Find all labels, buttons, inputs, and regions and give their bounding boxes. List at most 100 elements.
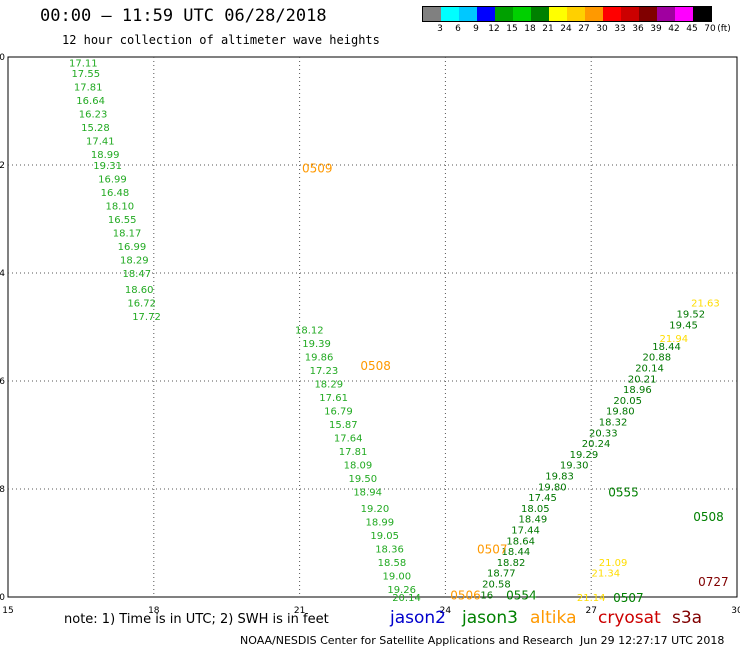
swh-value: 19.86 (305, 353, 334, 364)
swh-value: 18.96 (623, 385, 652, 396)
timestamp-text: Jun 29 12:27:17 UTC 2018 (580, 634, 725, 647)
sat-label-jason2: jason2 (390, 608, 446, 628)
legend-swatches (422, 6, 712, 22)
swh-value: 16.99 (98, 175, 127, 186)
swh-value: 20.58 (482, 580, 511, 591)
swh-value: 21.34 (591, 569, 620, 580)
swh-value: 19.52 (677, 310, 706, 321)
legend-label: 15 (506, 24, 518, 34)
sat-label-cryosat: cryosat (598, 608, 661, 628)
legend-label: 9 (473, 24, 479, 34)
swh-value: 21.94 (659, 334, 688, 345)
swh-value: 19.83 (545, 472, 574, 483)
legend-swatch (423, 7, 441, 21)
swh-value: 18.12 (295, 326, 324, 337)
swh-value: 15.87 (329, 420, 358, 431)
legend-label: 33 (614, 24, 626, 34)
x-tick-label: 30 (731, 606, 740, 616)
legend-label: 6 (455, 24, 461, 34)
swh-value: 17.55 (71, 69, 100, 80)
x-tick-label: 21 (294, 606, 305, 616)
swh-value: 16.99 (118, 242, 147, 253)
swh-value: 18.05 (521, 504, 550, 515)
swh-value: 16.64 (76, 96, 105, 107)
legend-swatch (441, 7, 459, 21)
legend-swatch (549, 7, 567, 21)
legend-labels: 3 6 9 12 15 18 21 24 27 30 33 36 39 42 45 70 (ft) (422, 22, 731, 36)
swh-value: 16.55 (108, 215, 137, 226)
sat-label-altika: altika (530, 608, 577, 628)
legend-swatch (621, 7, 639, 21)
swh-value: 18.09 (344, 461, 373, 472)
swh-value: 18.77 (487, 569, 516, 580)
legend-label: 24 (560, 24, 572, 34)
x-tick-label: 27 (585, 606, 596, 616)
swh-value: 18.47 (122, 269, 151, 280)
swh-value: 17.64 (334, 434, 363, 445)
swh-value: 19.26 (387, 585, 416, 596)
legend-swatch (657, 7, 675, 21)
swh-value: 17.81 (74, 83, 103, 94)
swh-value: 17.23 (310, 366, 339, 377)
legend-swatch (639, 7, 657, 21)
swh-value: 19.29 (570, 450, 599, 461)
swh-value: 18.10 (105, 202, 134, 213)
legend-swatch (585, 7, 603, 21)
swh-value: 17.11 (69, 58, 98, 69)
track-label: 0727 (698, 575, 729, 589)
sat-label-jason3: jason3 (462, 608, 518, 628)
legend-unit: (ft) (717, 24, 731, 34)
sat-label-s3a: s3a (672, 608, 703, 628)
legend-swatch (693, 7, 711, 21)
swh-value: 19.30 (560, 461, 589, 472)
legend-label: 3 (437, 24, 443, 34)
swh-value: 19.39 (302, 339, 331, 350)
legend-swatch (531, 7, 549, 21)
plot-frame (7, 56, 738, 598)
swh-value: 16.23 (79, 110, 108, 121)
y-tick-label: -40 (0, 53, 5, 63)
track-label: 0506 (450, 588, 481, 602)
swh-value: 18.64 (506, 536, 535, 547)
swh-value: 19.50 (348, 474, 377, 485)
swh-value: 19.31 (93, 161, 122, 172)
page-title: 00:00 – 11:59 UTC 06/28/2018 (40, 6, 327, 26)
swh-value: 18.17 (113, 229, 142, 240)
swh-value: 18.94 (353, 488, 382, 499)
swh-value: 17.61 (319, 393, 348, 404)
legend-label: 21 (542, 24, 554, 34)
swh-value: 19.80 (606, 407, 635, 418)
swh-value: 17.41 (86, 137, 115, 148)
swh-value: 16.79 (324, 407, 353, 418)
swh-value: 19.00 (382, 571, 411, 582)
swh-value: 19.45 (669, 320, 698, 331)
legend-label: 36 (632, 24, 644, 34)
swh-value: 18.29 (314, 380, 343, 391)
swh-value: 18.60 (125, 285, 154, 296)
legend-swatch (495, 7, 513, 21)
legend-label: 30 (596, 24, 608, 34)
y-tick-label: -42 (0, 161, 5, 171)
swh-value: 20.14 (635, 364, 664, 375)
swh-value: 17.45 (528, 493, 557, 504)
swh-value: 17.44 (511, 526, 540, 537)
legend-swatch (459, 7, 477, 21)
legend-label: 70 (704, 24, 716, 34)
swh-value: 16.48 (101, 188, 130, 199)
swh-value: 16.72 (127, 299, 156, 310)
x-tick-label: 15 (2, 606, 13, 616)
track-label: 0509 (302, 162, 333, 176)
swh-value: 21.63 (691, 299, 720, 310)
legend-swatch (567, 7, 585, 21)
swh-value: 18.82 (497, 558, 526, 569)
swh-value: 18.49 (519, 515, 548, 526)
legend-label: 12 (488, 24, 500, 34)
y-tick-label: -44 (0, 269, 5, 279)
swh-value: 16 (480, 590, 493, 601)
swh-value: 20.21 (628, 374, 657, 385)
swh-value: 20.14 (392, 593, 421, 604)
legend-swatch (477, 7, 495, 21)
track-label: 0508 (360, 359, 391, 373)
track-label: 0507 (477, 542, 508, 556)
x-tick-label: 18 (148, 606, 160, 616)
